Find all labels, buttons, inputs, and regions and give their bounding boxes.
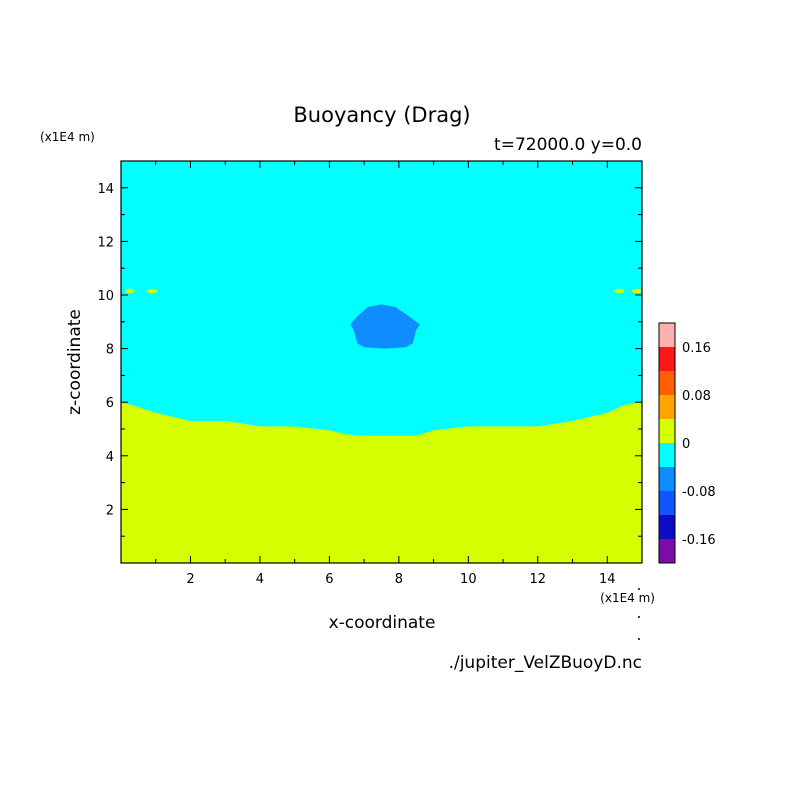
colorbar-swatch: [659, 539, 675, 563]
colorbar-swatch: [659, 371, 675, 395]
colorbar-label: 0.16: [682, 341, 711, 356]
colorbar-label: -0.08: [682, 485, 716, 500]
stray-dot: [638, 638, 640, 640]
colorbar-swatch: [659, 443, 675, 467]
stray-dot: [638, 588, 640, 590]
y-axis-label: z-coordinate: [65, 309, 85, 415]
x-tick-label: 2: [186, 572, 194, 587]
colorbar: -0.16 -0.08 0 0.08 0.16: [658, 322, 716, 564]
region-lower: [121, 402, 642, 563]
colorbar-label: 0: [682, 437, 690, 452]
edge-speck: [631, 288, 642, 294]
colorbar-swatch: [659, 491, 675, 515]
colorbar-swatch: [659, 395, 675, 419]
colorbar-swatch: [659, 419, 675, 443]
edge-speck: [124, 288, 135, 294]
y-tick-label: 4: [106, 450, 114, 465]
colorbar-swatch: [659, 347, 675, 371]
colorbar-swatch: [659, 467, 675, 491]
colorbar-swatch: [659, 323, 675, 347]
x-tick-label: 8: [395, 572, 403, 587]
colorbar-label: -0.16: [682, 533, 716, 548]
y-tick-label: 2: [106, 503, 114, 518]
stray-dot: [638, 616, 640, 618]
x-tick-label: 4: [256, 572, 264, 587]
x-tick-label: 14: [599, 572, 616, 587]
y-unit-label: (x1E4 m): [40, 130, 95, 144]
x-tick-label: 10: [460, 572, 477, 587]
y-tick-label: 8: [106, 343, 114, 358]
region-blob: [350, 304, 420, 349]
chart-subtitle: t=72000.0 y=0.0: [494, 135, 642, 155]
y-tick-label: 6: [106, 396, 114, 411]
plot-frame: [120, 160, 643, 564]
source-filename: ./jupiter_VelZBuoyD.nc: [449, 653, 642, 673]
y-tick-label: 10: [97, 289, 114, 304]
edge-speck: [614, 288, 625, 294]
x-unit-label: (x1E4 m): [600, 591, 655, 605]
colorbar-frame: [658, 322, 676, 564]
colorbar-label: 0.08: [682, 389, 711, 404]
x-tick-label: 12: [530, 572, 547, 587]
y-tick-label: 12: [97, 235, 114, 250]
colorbar-swatch: [659, 515, 675, 539]
y-tick-label: 14: [97, 182, 114, 197]
edge-speck: [147, 288, 158, 294]
chart-title: Buoyancy (Drag): [293, 103, 470, 127]
x-axis-label: x-coordinate: [329, 613, 436, 633]
x-tick-label: 6: [325, 572, 333, 587]
plot-area: 2 4 6 8 10 12 14 2 4 6 8 10 12 14: [97, 160, 643, 640]
